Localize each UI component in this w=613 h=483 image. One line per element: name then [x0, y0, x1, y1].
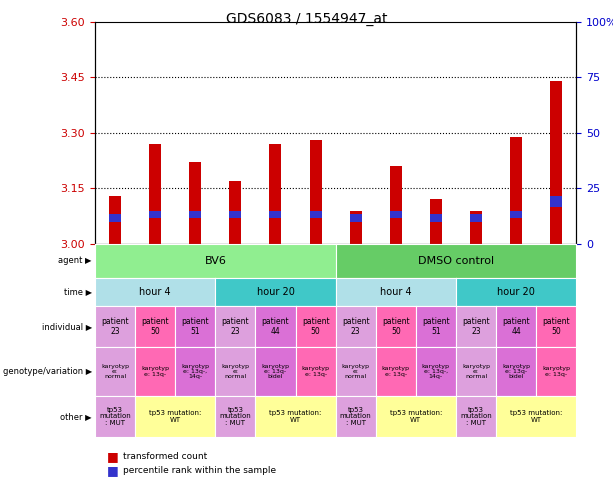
Text: karyotyp
e: 13q-,
14q-: karyotyp e: 13q-, 14q- — [422, 364, 450, 379]
Bar — [229, 181, 242, 244]
Bar — [149, 211, 161, 218]
Bar — [510, 137, 522, 244]
Text: transformed count: transformed count — [123, 452, 207, 461]
Text: time ▶: time ▶ — [64, 287, 92, 296]
Text: karyotyp
e: 13q-,
14q-: karyotyp e: 13q-, 14q- — [181, 364, 209, 379]
Text: karyotyp
e:
normal: karyotyp e: normal — [101, 364, 129, 379]
Text: individual ▶: individual ▶ — [42, 322, 92, 331]
Text: patient
50: patient 50 — [382, 317, 409, 336]
Text: other ▶: other ▶ — [60, 412, 92, 421]
Text: tp53
mutation
: MUT: tp53 mutation : MUT — [219, 407, 251, 426]
Text: karyotyp
e: 13q-
bidel: karyotyp e: 13q- bidel — [262, 364, 289, 379]
Text: agent ▶: agent ▶ — [58, 256, 92, 265]
Text: hour 4: hour 4 — [380, 287, 411, 297]
Text: hour 20: hour 20 — [256, 287, 294, 297]
Text: karyotyp
e:
normal: karyotyp e: normal — [462, 364, 490, 379]
Bar — [189, 211, 201, 218]
Text: hour 4: hour 4 — [139, 287, 171, 297]
Bar — [109, 214, 121, 222]
Text: genotype/variation ▶: genotype/variation ▶ — [2, 367, 92, 376]
Bar — [349, 214, 362, 222]
Text: patient
50: patient 50 — [543, 317, 570, 336]
Text: karyotyp
e: 13q-: karyotyp e: 13q- — [302, 366, 330, 377]
Text: percentile rank within the sample: percentile rank within the sample — [123, 467, 276, 475]
Bar — [390, 211, 402, 218]
Bar — [109, 196, 121, 244]
Text: patient
50: patient 50 — [142, 317, 169, 336]
Text: ■: ■ — [107, 465, 119, 477]
Bar — [430, 199, 442, 244]
Text: tp53 mutation:
WT: tp53 mutation: WT — [149, 410, 202, 423]
Bar — [390, 166, 402, 244]
Text: DMSO control: DMSO control — [418, 256, 494, 266]
Text: tp53 mutation:
WT: tp53 mutation: WT — [390, 410, 442, 423]
Bar — [550, 81, 562, 244]
Text: karyotyp
e: 13q-: karyotyp e: 13q- — [141, 366, 169, 377]
Text: patient
44: patient 44 — [502, 317, 530, 336]
Text: patient
23: patient 23 — [101, 317, 129, 336]
Bar — [550, 196, 562, 207]
Text: ■: ■ — [107, 450, 119, 463]
Text: patient
44: patient 44 — [262, 317, 289, 336]
Bar — [430, 214, 442, 222]
Bar — [270, 211, 281, 218]
Bar — [229, 211, 242, 218]
Text: BV6: BV6 — [204, 256, 226, 266]
Text: patient
51: patient 51 — [181, 317, 209, 336]
Text: karyotyp
e: 13q-: karyotyp e: 13q- — [542, 366, 570, 377]
Bar — [310, 140, 322, 244]
Bar — [349, 211, 362, 244]
Bar — [470, 214, 482, 222]
Bar — [189, 162, 201, 244]
Bar — [310, 211, 322, 218]
Text: karyotyp
e: 13q-
bidel: karyotyp e: 13q- bidel — [502, 364, 530, 379]
Bar — [270, 144, 281, 244]
Text: karyotyp
e: 13q-: karyotyp e: 13q- — [382, 366, 409, 377]
Text: patient
23: patient 23 — [221, 317, 249, 336]
Text: tp53 mutation:
WT: tp53 mutation: WT — [510, 410, 562, 423]
Bar — [510, 211, 522, 218]
Text: tp53
mutation
: MUT: tp53 mutation : MUT — [99, 407, 131, 426]
Bar — [470, 211, 482, 244]
Text: tp53
mutation
: MUT: tp53 mutation : MUT — [340, 407, 371, 426]
Text: patient
50: patient 50 — [302, 317, 329, 336]
Text: hour 20: hour 20 — [497, 287, 535, 297]
Text: patient
51: patient 51 — [422, 317, 450, 336]
Text: karyotyp
e:
normal: karyotyp e: normal — [341, 364, 370, 379]
Text: patient
23: patient 23 — [342, 317, 370, 336]
Text: GDS6083 / 1554947_at: GDS6083 / 1554947_at — [226, 12, 387, 26]
Text: tp53
mutation
: MUT: tp53 mutation : MUT — [460, 407, 492, 426]
Text: karyotyp
e:
normal: karyotyp e: normal — [221, 364, 249, 379]
Text: tp53 mutation:
WT: tp53 mutation: WT — [269, 410, 322, 423]
Bar — [149, 144, 161, 244]
Text: patient
23: patient 23 — [462, 317, 490, 336]
